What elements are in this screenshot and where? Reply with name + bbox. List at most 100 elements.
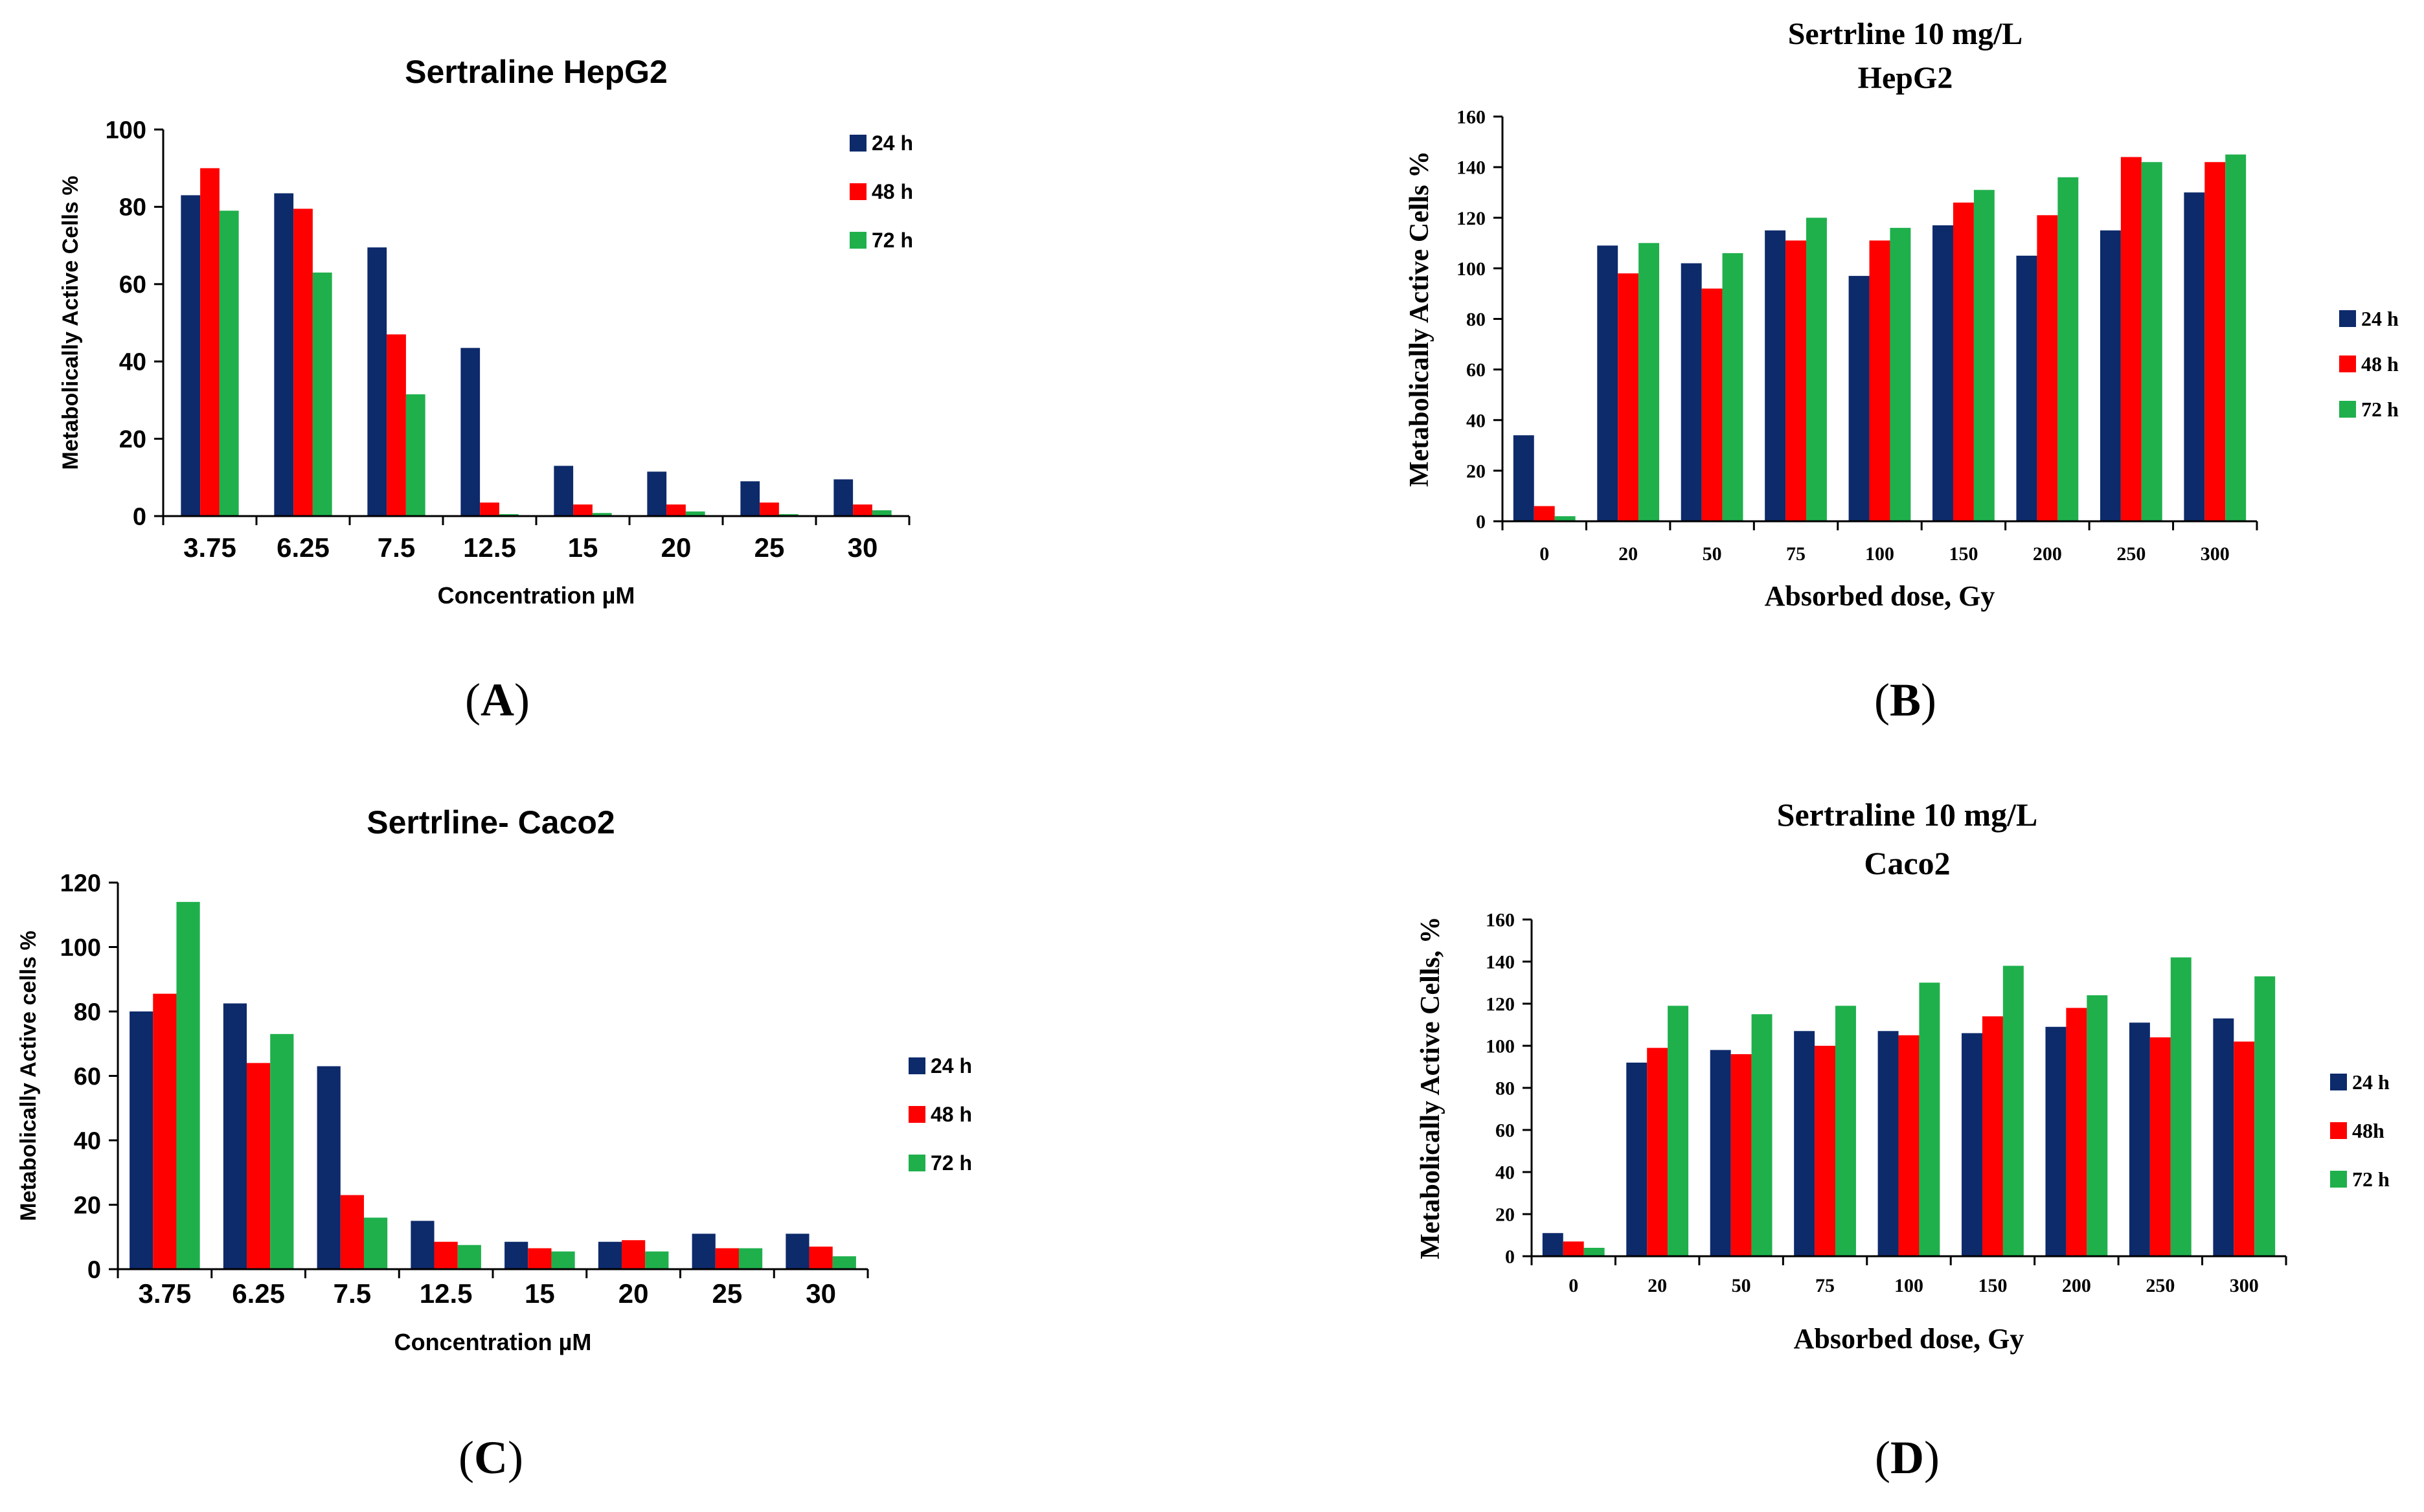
x-tick-label: 6.25: [277, 532, 330, 563]
y-tick-label: 40: [1495, 1162, 1515, 1184]
bar-48h-20: [1647, 1048, 1668, 1256]
x-tick-label: 20: [1648, 1275, 1667, 1296]
x-tick-label: 250: [2116, 543, 2146, 565]
bar-48h-6_25: [293, 209, 313, 516]
bar-24h-15: [554, 466, 574, 516]
bar-24h-100: [1877, 1031, 1899, 1256]
bar-72h-7_5: [363, 1217, 388, 1269]
x-tick-label: 20: [1618, 543, 1638, 565]
bar-24h-300: [2213, 1018, 2234, 1256]
bar-72h-20: [685, 511, 705, 516]
legend-label: 48 h: [931, 1103, 972, 1126]
legend-label: 24 h: [2352, 1070, 2390, 1094]
legend-label: 48h: [2352, 1119, 2384, 1142]
bar-48h-100: [1869, 240, 1890, 521]
legend-swatch: [909, 1106, 925, 1123]
bar-24h-300: [2184, 192, 2205, 521]
bar-72h-200: [2057, 177, 2079, 521]
bar-48h-12_5: [434, 1241, 458, 1269]
legend-label: 72 h: [2361, 398, 2399, 421]
legend: 24 h 48 h 72 h: [850, 131, 913, 252]
y-tick-label: 60: [119, 271, 146, 299]
bar-72h-250: [2170, 957, 2192, 1256]
bar-72h-0: [1554, 516, 1576, 521]
x-tick-label: 50: [1703, 543, 1722, 565]
y-tick-label: 80: [1495, 1078, 1515, 1100]
y-axis-label: Metabolically Active Cells %: [1405, 151, 1434, 487]
legend-swatch: [2339, 310, 2356, 327]
bar-24h-12_5: [411, 1221, 435, 1269]
legend-swatch: [850, 135, 867, 152]
legend-label: 48 h: [872, 180, 913, 203]
y-tick-label: 0: [1476, 512, 1486, 533]
legend: 24 h 48 h 72 h: [2339, 307, 2399, 421]
bar-48h-75: [1815, 1046, 1836, 1256]
bar-24h-7_5: [317, 1066, 341, 1269]
x-tick-label: 300: [2230, 1275, 2259, 1296]
bar-48h-20: [666, 504, 686, 516]
bar-48h-250: [2120, 157, 2142, 521]
bar-24h-12_5: [460, 348, 481, 516]
y-tick-label: 40: [119, 349, 146, 376]
x-tick-label: 150: [1978, 1275, 2007, 1296]
bar-48h-7_5: [387, 334, 406, 516]
bar-24h-6_25: [223, 1003, 247, 1269]
bar-24h-75: [1794, 1031, 1815, 1256]
legend-swatch: [850, 232, 867, 249]
chart-panel-b: Sertrline 10 mg/L HepG2 0 20 40 60 80 100 120 140…: [1405, 17, 2399, 726]
bar-24h-6_25: [274, 193, 294, 516]
bar-72h-75: [1835, 1006, 1856, 1256]
bar-72h-30: [832, 1256, 856, 1269]
bar-72h-150: [1973, 190, 1995, 521]
x-tick-label: 3.75: [139, 1278, 192, 1309]
bar-24h-15: [504, 1241, 528, 1269]
bar-48h-6_25: [247, 1063, 271, 1269]
legend-label: 72 h: [2352, 1168, 2390, 1191]
bar-24h-0: [1542, 1233, 1563, 1256]
bar-48h-3_75: [200, 168, 220, 516]
y-tick-label: 120: [60, 870, 101, 897]
panel-label: (C): [459, 1432, 523, 1484]
bar-48h-15: [573, 504, 593, 516]
legend-swatch: [909, 1155, 925, 1171]
y-tick-label: 80: [119, 194, 146, 221]
panel-label: (D): [1875, 1432, 1940, 1484]
x-tick-label: 200: [2033, 543, 2062, 565]
bar-72h-100: [1919, 982, 1940, 1256]
bar-24h-20: [647, 471, 667, 516]
bar-48h-300: [2204, 162, 2226, 521]
x-tick-label: 20: [618, 1278, 649, 1309]
bar-24h-0: [1513, 435, 1534, 521]
bar-48h-30: [853, 504, 872, 516]
x-tick-label: 30: [848, 532, 878, 563]
bar-48h-50: [1730, 1054, 1752, 1256]
x-tick-label: 100: [1865, 543, 1894, 565]
bar-72h-7_5: [405, 394, 425, 516]
legend-label: 72 h: [931, 1151, 972, 1175]
bar-24h-30: [786, 1234, 810, 1269]
bar-24h-7_5: [367, 247, 387, 516]
y-tick-label: 0: [87, 1256, 101, 1283]
x-tick-label: 100: [1894, 1275, 1923, 1296]
bar-24h-20: [1626, 1063, 1648, 1256]
bar-72h-20: [1668, 1006, 1689, 1256]
y-tick-label: 20: [1495, 1204, 1515, 1226]
bar-24h-20: [1597, 245, 1618, 521]
x-tick-label: 7.5: [378, 532, 415, 563]
x-tick-label: 30: [806, 1278, 836, 1309]
bar-24h-3_75: [130, 1011, 153, 1269]
legend-swatch: [2339, 401, 2356, 418]
y-tick-label: 100: [106, 117, 146, 144]
bar-72h-3_75: [219, 210, 239, 516]
bar-48h-50: [1701, 288, 1723, 521]
bar-72h-200: [2087, 995, 2108, 1256]
x-tick-label: 75: [1815, 1275, 1835, 1296]
bar-48h-3_75: [153, 993, 177, 1269]
y-tick-label: 60: [1466, 359, 1486, 381]
bar-24h-250: [2129, 1022, 2150, 1256]
bar-48h-0: [1563, 1241, 1584, 1256]
legend-label: 48 h: [2361, 352, 2399, 376]
y-tick-label: 40: [74, 1127, 101, 1155]
x-tick-label: 25: [712, 1278, 743, 1309]
chart-title: Sertrline- Caco2: [367, 804, 615, 841]
